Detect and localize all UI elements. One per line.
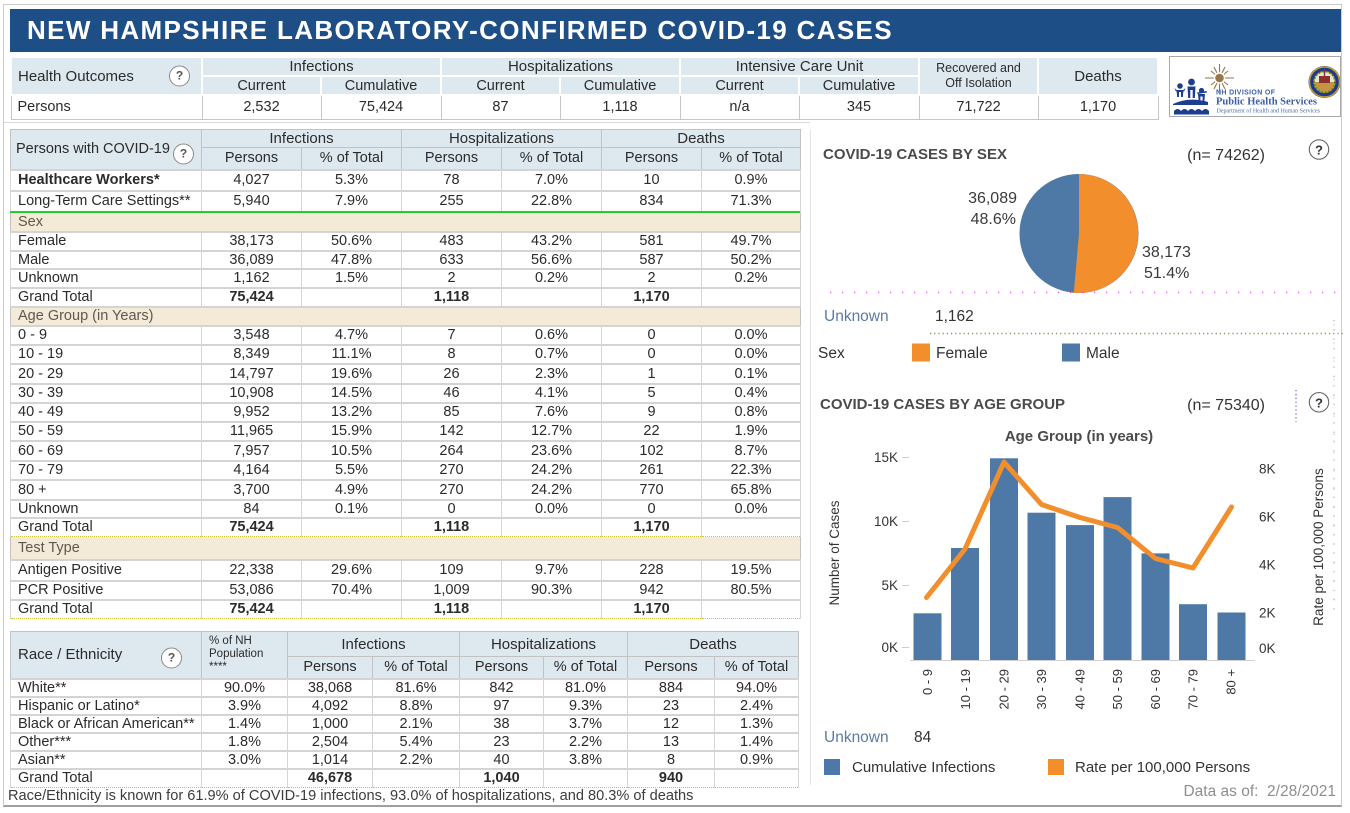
svg-text:Age Group (in years): Age Group (in years) [1005, 428, 1153, 445]
svg-text:38,173: 38,173 [1142, 244, 1191, 261]
svg-text:2K: 2K [1259, 606, 1276, 621]
svg-text:6K: 6K [1259, 510, 1276, 525]
svg-text:(n= 75340): (n= 75340) [1187, 397, 1265, 414]
svg-text:5K: 5K [881, 578, 898, 593]
svg-text:20 - 29: 20 - 29 [997, 669, 1012, 709]
svg-text:48.6%: 48.6% [971, 211, 1016, 228]
svg-text:4K: 4K [1259, 558, 1276, 573]
svg-text:1,162: 1,162 [935, 308, 974, 325]
svg-text:Cumulative Infections: Cumulative Infections [852, 759, 995, 776]
svg-text:Department of Health and Human: Department of Health and Human Services [1217, 108, 1321, 115]
svg-text:51.4%: 51.4% [1144, 265, 1189, 282]
svg-text:Female: Female [936, 345, 988, 362]
svg-text:10K: 10K [874, 514, 898, 529]
svg-text:Unknown: Unknown [824, 308, 889, 325]
svg-text:84: 84 [914, 729, 932, 746]
svg-text:Rate per 100,000 Persons: Rate per 100,000 Persons [1075, 759, 1250, 776]
svg-text:0K: 0K [881, 640, 898, 655]
svg-text:Data as of: 2/28/2021: Data as of: 2/28/2021 [1183, 783, 1336, 800]
svg-text:Rate per 100,000 Persons: Rate per 100,000 Persons [1311, 468, 1326, 626]
svg-text:60 - 69: 60 - 69 [1148, 669, 1163, 709]
svg-text:8K: 8K [1259, 462, 1276, 477]
svg-text:70 - 79: 70 - 79 [1186, 669, 1201, 709]
svg-text:30 - 39: 30 - 39 [1034, 669, 1049, 709]
svg-text:80 +: 80 + [1224, 669, 1239, 695]
svg-text:0 - 9: 0 - 9 [920, 669, 935, 695]
svg-text:10 - 19: 10 - 19 [958, 669, 973, 709]
svg-text:?: ? [1315, 143, 1323, 158]
svg-text:COVID-19 CASES BY SEX: COVID-19 CASES BY SEX [823, 146, 1007, 163]
svg-text:(n= 74262): (n= 74262) [1187, 147, 1265, 164]
svg-text:50 - 59: 50 - 59 [1110, 669, 1125, 709]
svg-text:Male: Male [1086, 345, 1120, 362]
svg-text:?: ? [1315, 395, 1323, 410]
svg-text:15K: 15K [874, 450, 898, 465]
svg-text:40 - 49: 40 - 49 [1073, 669, 1088, 709]
svg-text:0K: 0K [1259, 641, 1276, 656]
svg-text:COVID-19 CASES BY AGE GROUP: COVID-19 CASES BY AGE GROUP [820, 396, 1065, 413]
svg-text:Unknown: Unknown [824, 729, 889, 746]
svg-text:NH DIVISION OF: NH DIVISION OF [1216, 90, 1276, 97]
svg-text:Sex: Sex [818, 345, 845, 362]
svg-text:Public Health Services: Public Health Services [1216, 97, 1317, 108]
svg-text:36,089: 36,089 [968, 190, 1017, 207]
svg-text:Number of Cases: Number of Cases [827, 500, 842, 605]
